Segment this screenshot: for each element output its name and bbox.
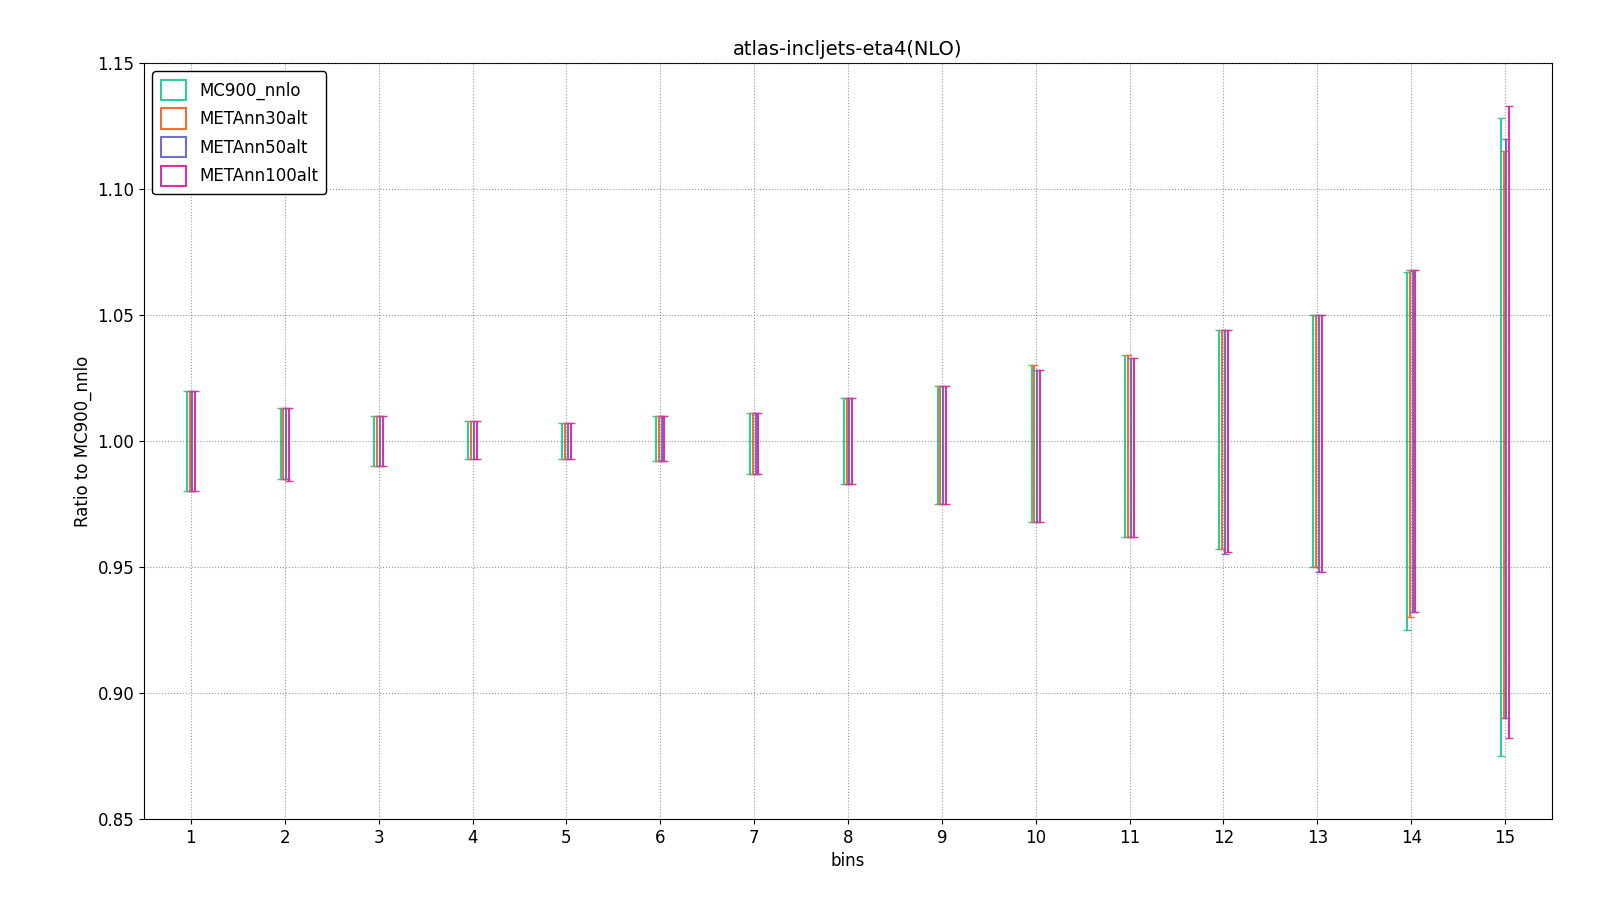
Title: atlas-incljets-eta4(NLO): atlas-incljets-eta4(NLO)	[733, 40, 963, 58]
Legend: MC900_nnlo, METAnn30alt, METAnn50alt, METAnn100alt: MC900_nnlo, METAnn30alt, METAnn50alt, ME…	[152, 71, 326, 194]
Y-axis label: Ratio to MC900_nnlo: Ratio to MC900_nnlo	[74, 356, 91, 526]
X-axis label: bins: bins	[830, 852, 866, 870]
